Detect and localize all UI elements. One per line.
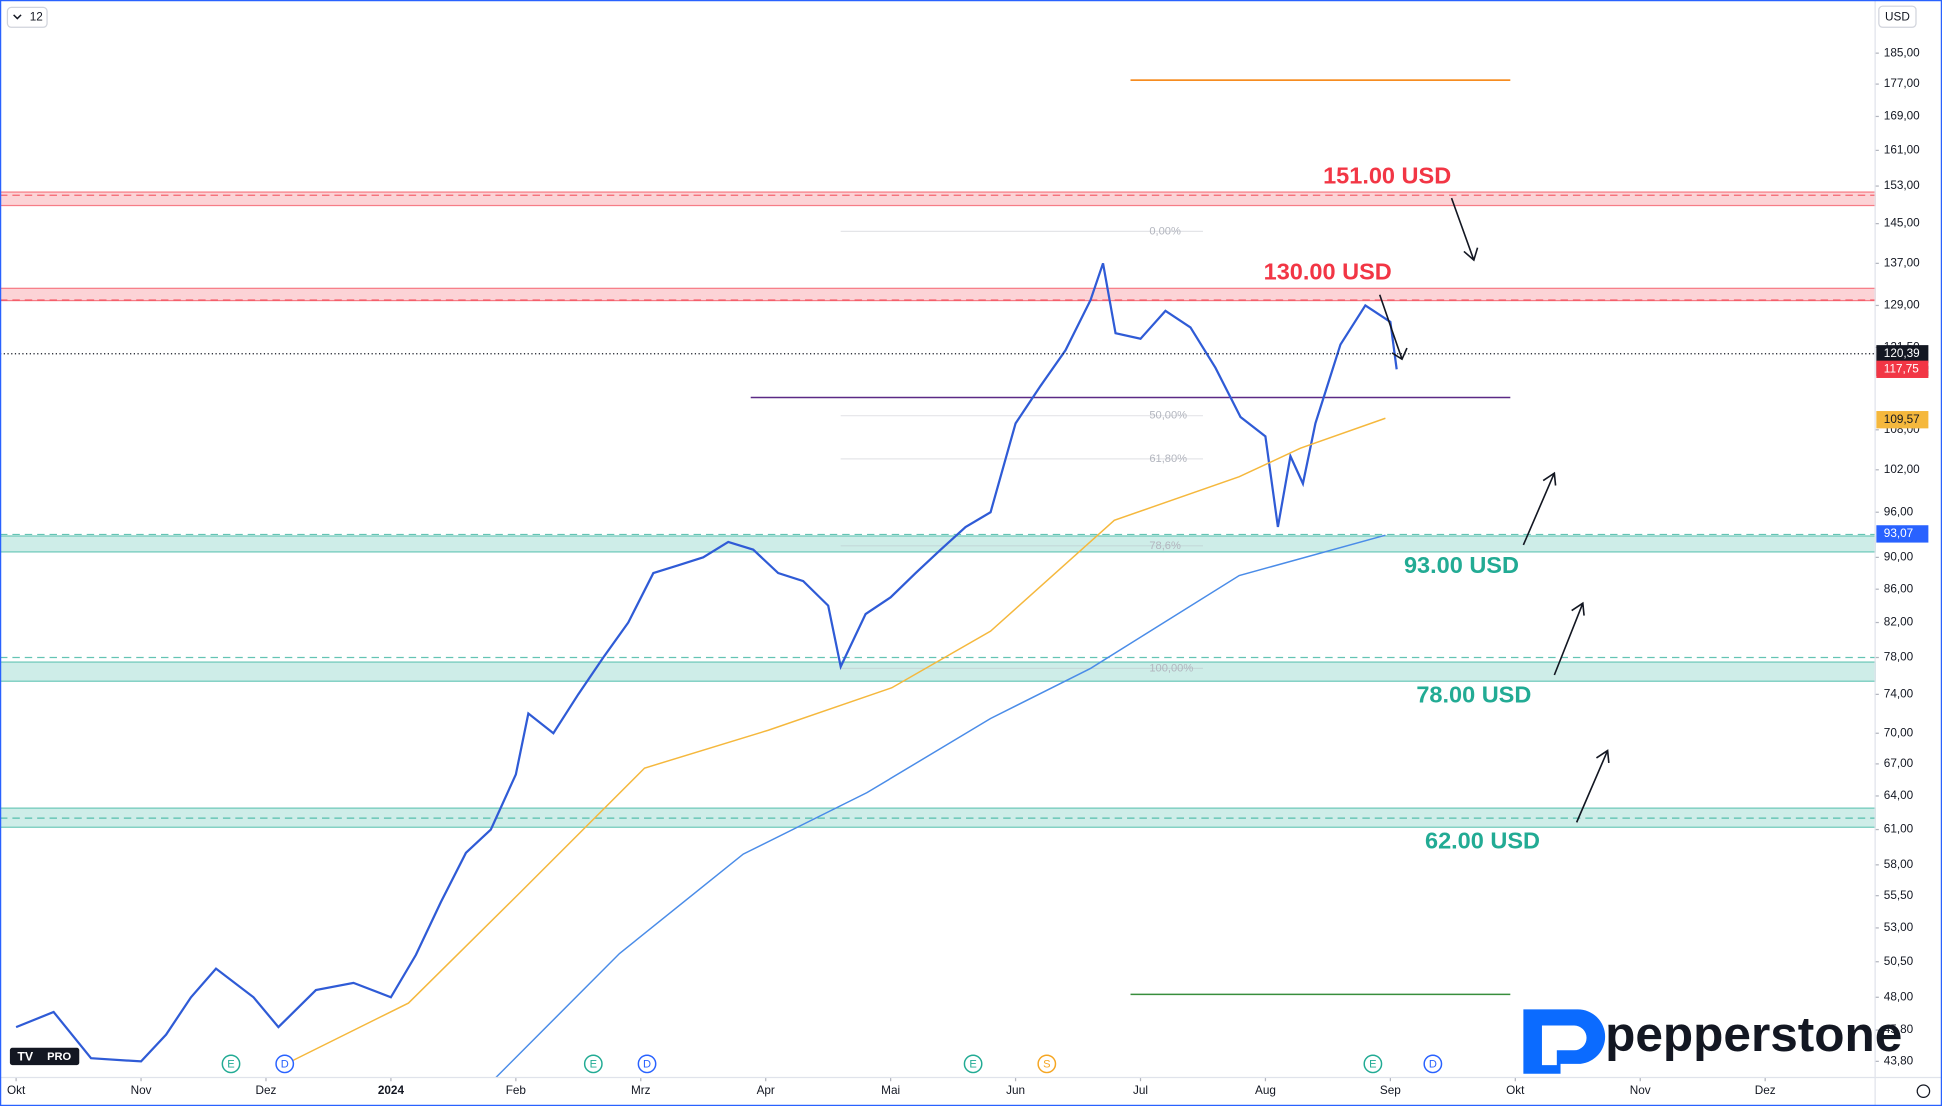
x-tick-label: Mrz	[631, 1084, 651, 1097]
zone-label: 130.00 USD	[1264, 259, 1392, 285]
y-tick-label: 74,00	[1884, 687, 1914, 700]
event-label: D	[643, 1058, 651, 1070]
y-tick-label: 161,00	[1884, 144, 1920, 157]
price-line	[15, 262, 1398, 1063]
fib-label: 61,80%	[1149, 453, 1187, 465]
event-marker	[275, 1054, 295, 1074]
y-tick-label: 177,00	[1884, 77, 1920, 90]
event-label: E	[969, 1058, 976, 1070]
y-tick-label: 90,00	[1884, 550, 1914, 563]
x-tick-label: Okt	[1506, 1084, 1525, 1097]
event-label: E	[227, 1058, 234, 1070]
y-tick-label: 169,00	[1884, 110, 1920, 123]
tv-badge	[9, 1047, 80, 1066]
y-tick-label: 185,00	[1884, 46, 1920, 59]
event-marker	[963, 1054, 983, 1074]
zone-label: 78.00 USD	[1416, 681, 1531, 707]
price-readout	[1876, 411, 1929, 429]
zone-band	[0, 807, 1876, 828]
y-tick-label: 45,80	[1884, 1023, 1914, 1036]
settings-icon[interactable]	[1916, 1084, 1931, 1098]
brand-name: pepperstone	[1605, 1007, 1902, 1062]
zone-label: 62.00 USD	[1425, 827, 1540, 853]
fib-label: 100,00%	[1149, 662, 1193, 674]
y-tick-label: 153,00	[1884, 179, 1920, 192]
tv-logo: TV	[17, 1049, 34, 1063]
y-tick-label: 78,00	[1884, 651, 1914, 664]
brand-mark-inner	[1541, 1025, 1587, 1066]
y-tick-label: 129,00	[1884, 299, 1920, 312]
price-readout	[1876, 360, 1929, 378]
y-tick-label: 82,00	[1884, 616, 1914, 629]
x-tick-label: Feb	[506, 1084, 527, 1097]
interval-label: 12	[30, 10, 43, 23]
y-tick-label: 53,00	[1884, 921, 1914, 934]
price-readout	[1876, 525, 1929, 543]
fib-label: 0,00%	[1149, 225, 1181, 237]
currency-label: USD	[1885, 10, 1910, 23]
y-tick-label: 96,00	[1884, 505, 1914, 518]
y-tick-label: 137,00	[1884, 256, 1920, 269]
x-tick-label: Jul	[1133, 1084, 1148, 1097]
y-tick-label: 43,80	[1884, 1054, 1914, 1067]
event-marker	[583, 1054, 603, 1074]
x-tick-label: Aug	[1255, 1084, 1276, 1097]
x-tick-label: Nov	[131, 1084, 152, 1097]
event-marker	[1363, 1054, 1383, 1074]
y-tick-label: 102,00	[1884, 463, 1920, 476]
y-tick-label: 64,00	[1884, 789, 1914, 802]
x-tick-label: Dez	[256, 1084, 277, 1097]
y-tick-label: 86,00	[1884, 582, 1914, 595]
y-tick-label: 50,50	[1884, 955, 1914, 968]
zone-band	[0, 535, 1876, 553]
event-label: E	[1369, 1058, 1376, 1070]
zone-band	[0, 191, 1876, 207]
event-label: S	[1043, 1058, 1050, 1070]
zone-band	[0, 287, 1876, 302]
interval-button[interactable]	[6, 6, 48, 28]
readout-label: 109,57	[1884, 413, 1920, 426]
event-marker	[637, 1054, 657, 1074]
fib-label: 50,00%	[1149, 410, 1187, 422]
event-label: E	[590, 1058, 597, 1070]
event-label: D	[281, 1058, 289, 1070]
x-tick-label: Apr	[757, 1084, 775, 1097]
y-tick-label: 58,00	[1884, 858, 1914, 871]
x-tick-label: Nov	[1630, 1084, 1651, 1097]
readout-label: 120,39	[1884, 347, 1920, 360]
badge-text: PRO	[47, 1051, 71, 1063]
event-marker	[221, 1054, 241, 1074]
x-tick-label: Mai	[881, 1084, 900, 1097]
zone-band	[0, 661, 1876, 682]
y-tick-label: 145,00	[1884, 217, 1920, 230]
price-line	[495, 534, 1386, 1079]
chevron	[13, 14, 22, 20]
price-line	[284, 417, 1386, 1066]
fib-label: 78,6%	[1149, 540, 1181, 552]
x-tick-label: Dez	[1755, 1084, 1776, 1097]
event-marker	[1423, 1054, 1443, 1074]
readout-label: 117,75	[1884, 362, 1920, 375]
arrows	[1378, 197, 1610, 823]
y-tick-label: 70,00	[1884, 726, 1914, 739]
plot: 151.00 USD 130.00 USD 93.00 USD 78.00 USD 62…	[0, 46, 1930, 1097]
event-marker	[1037, 1054, 1057, 1074]
x-tick-label: 2024	[378, 1084, 405, 1097]
y-tick-label: 48,00	[1884, 990, 1914, 1003]
x-tick-label: Sep	[1380, 1084, 1401, 1097]
currency-button[interactable]	[1878, 5, 1917, 28]
x-tick-label: Jun	[1006, 1084, 1025, 1097]
y-tick-label: 67,00	[1884, 757, 1914, 770]
zone-label: 151.00 USD	[1323, 162, 1451, 188]
y-tick-label: 61,00	[1884, 823, 1914, 836]
x-tick-label: Okt	[7, 1084, 26, 1097]
zone-label: 93.00 USD	[1404, 552, 1519, 578]
y-tick-label: 55,50	[1884, 889, 1914, 902]
event-label: D	[1429, 1058, 1437, 1070]
readout-label: 93,07	[1884, 527, 1913, 540]
